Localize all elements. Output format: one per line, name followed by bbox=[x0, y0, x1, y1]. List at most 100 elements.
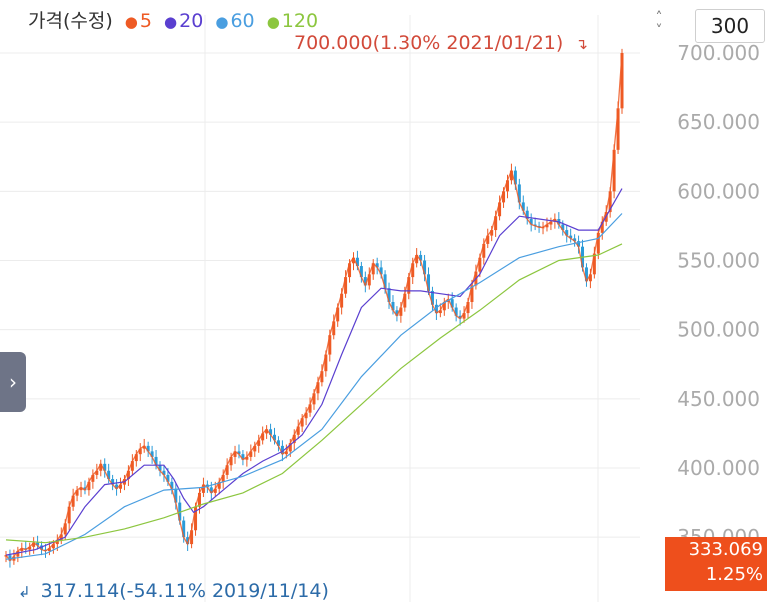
ma120-label: 120 bbox=[281, 10, 319, 32]
candle-body bbox=[197, 492, 201, 507]
candle-body bbox=[348, 263, 352, 278]
candle-body bbox=[87, 481, 91, 491]
candle-body bbox=[119, 484, 123, 489]
high-price-text: 700.000(1.30% 2021/01/21) bbox=[294, 32, 564, 54]
candle-body bbox=[612, 149, 616, 192]
candle-body bbox=[253, 445, 257, 452]
candle-body bbox=[328, 335, 332, 355]
candle-body bbox=[194, 506, 198, 531]
ma20-dot-icon: ● bbox=[164, 13, 178, 31]
candle-body bbox=[296, 426, 300, 435]
candle-body bbox=[257, 440, 261, 446]
candle-body bbox=[115, 484, 119, 489]
candle-body bbox=[588, 274, 592, 282]
chart-legend: 가격(수정) ● 5 ● 20 ● 60 ● 120 bbox=[28, 6, 318, 33]
candle-body bbox=[138, 448, 142, 455]
y-tick-label: 450.000 bbox=[677, 387, 760, 411]
ma60-dot-icon: ● bbox=[215, 13, 229, 31]
candle-body bbox=[237, 451, 241, 455]
candle-body bbox=[51, 544, 55, 549]
candle-body bbox=[111, 479, 115, 485]
candle-body bbox=[482, 243, 486, 258]
legend-ma20[interactable]: ● 20 bbox=[164, 10, 203, 32]
candle-body bbox=[383, 274, 387, 289]
candle-body bbox=[79, 487, 83, 491]
candle-body bbox=[332, 321, 336, 336]
candle-body bbox=[387, 288, 391, 302]
candle-body bbox=[63, 523, 67, 535]
candle-body bbox=[95, 470, 99, 475]
candle-body bbox=[316, 382, 320, 394]
moving-average-lines bbox=[5, 52, 623, 562]
candle-body bbox=[442, 302, 446, 311]
candle-body bbox=[166, 474, 170, 482]
candle-body bbox=[525, 210, 529, 219]
candle-body bbox=[521, 202, 525, 211]
ma5-dot-icon: ● bbox=[124, 13, 138, 31]
current-change: 1.25% bbox=[705, 564, 763, 585]
candle-body bbox=[170, 481, 174, 489]
candle-body bbox=[47, 548, 51, 551]
candle-body bbox=[494, 216, 498, 231]
candle-body bbox=[162, 470, 166, 475]
legend-title: 가격(수정) bbox=[28, 10, 113, 32]
period-stepper[interactable]: ˄ ˅ bbox=[648, 10, 670, 42]
legend-ma5[interactable]: ● 5 bbox=[125, 10, 152, 32]
current-price: 333.069 bbox=[688, 539, 763, 560]
candle-body bbox=[67, 506, 71, 524]
candle-body bbox=[8, 555, 12, 561]
candle-body bbox=[395, 310, 399, 316]
legend-ma60[interactable]: ● 60 bbox=[215, 10, 254, 32]
candle-body bbox=[249, 451, 253, 457]
price-axis: 700.000 650.000 600.000 550.000 500.000 450.0… bbox=[677, 41, 760, 549]
candle-body bbox=[174, 488, 178, 503]
candle-body bbox=[209, 487, 213, 493]
period-input[interactable]: 300 bbox=[695, 9, 765, 43]
arrow-return-icon: ↲ bbox=[18, 583, 31, 601]
candle-body bbox=[134, 454, 138, 462]
y-tick-label: 400.000 bbox=[677, 456, 760, 480]
candle-body bbox=[265, 429, 269, 434]
candle-body bbox=[292, 434, 296, 444]
candle-body bbox=[438, 310, 442, 314]
candle-body bbox=[391, 302, 395, 311]
candle-body bbox=[359, 266, 363, 278]
candle-body bbox=[261, 433, 265, 441]
candle-body bbox=[620, 53, 624, 109]
candle-body bbox=[458, 315, 462, 319]
legend-ma120[interactable]: ● 120 bbox=[267, 10, 318, 32]
candle-body bbox=[505, 180, 509, 192]
candle-body bbox=[415, 254, 419, 264]
candle-body bbox=[419, 254, 423, 261]
candle-body bbox=[403, 293, 407, 308]
candle-body bbox=[336, 307, 340, 322]
candle-body bbox=[142, 445, 146, 449]
candle-body bbox=[517, 184, 521, 203]
current-price-badge: 333.069 1.25% bbox=[665, 537, 767, 591]
candle-body bbox=[154, 456, 158, 466]
ma-line-20 bbox=[5, 188, 623, 556]
candle-body bbox=[411, 263, 415, 278]
candle-body bbox=[407, 277, 411, 294]
chevron-up-icon[interactable]: ˄ bbox=[655, 10, 663, 26]
y-tick-label: 550.000 bbox=[677, 249, 760, 273]
candle-body bbox=[280, 445, 284, 455]
y-tick-label: 700.000 bbox=[677, 41, 760, 65]
candle-body bbox=[423, 260, 427, 275]
candle-body bbox=[146, 445, 150, 452]
candle-body bbox=[509, 170, 513, 181]
candle-body bbox=[498, 202, 502, 217]
candle-body bbox=[75, 490, 79, 496]
candle-body bbox=[375, 263, 379, 268]
candle-body bbox=[99, 463, 103, 471]
candle-body bbox=[201, 484, 205, 493]
candle-body bbox=[367, 274, 371, 286]
y-tick-label: 650.000 bbox=[677, 110, 760, 134]
chevron-down-icon[interactable]: ˅ bbox=[655, 23, 663, 39]
candle-body bbox=[130, 461, 134, 471]
candle-body bbox=[351, 257, 355, 264]
side-panel-toggle[interactable]: › bbox=[0, 352, 26, 412]
candle-body bbox=[178, 502, 182, 521]
candle-body bbox=[304, 412, 308, 419]
